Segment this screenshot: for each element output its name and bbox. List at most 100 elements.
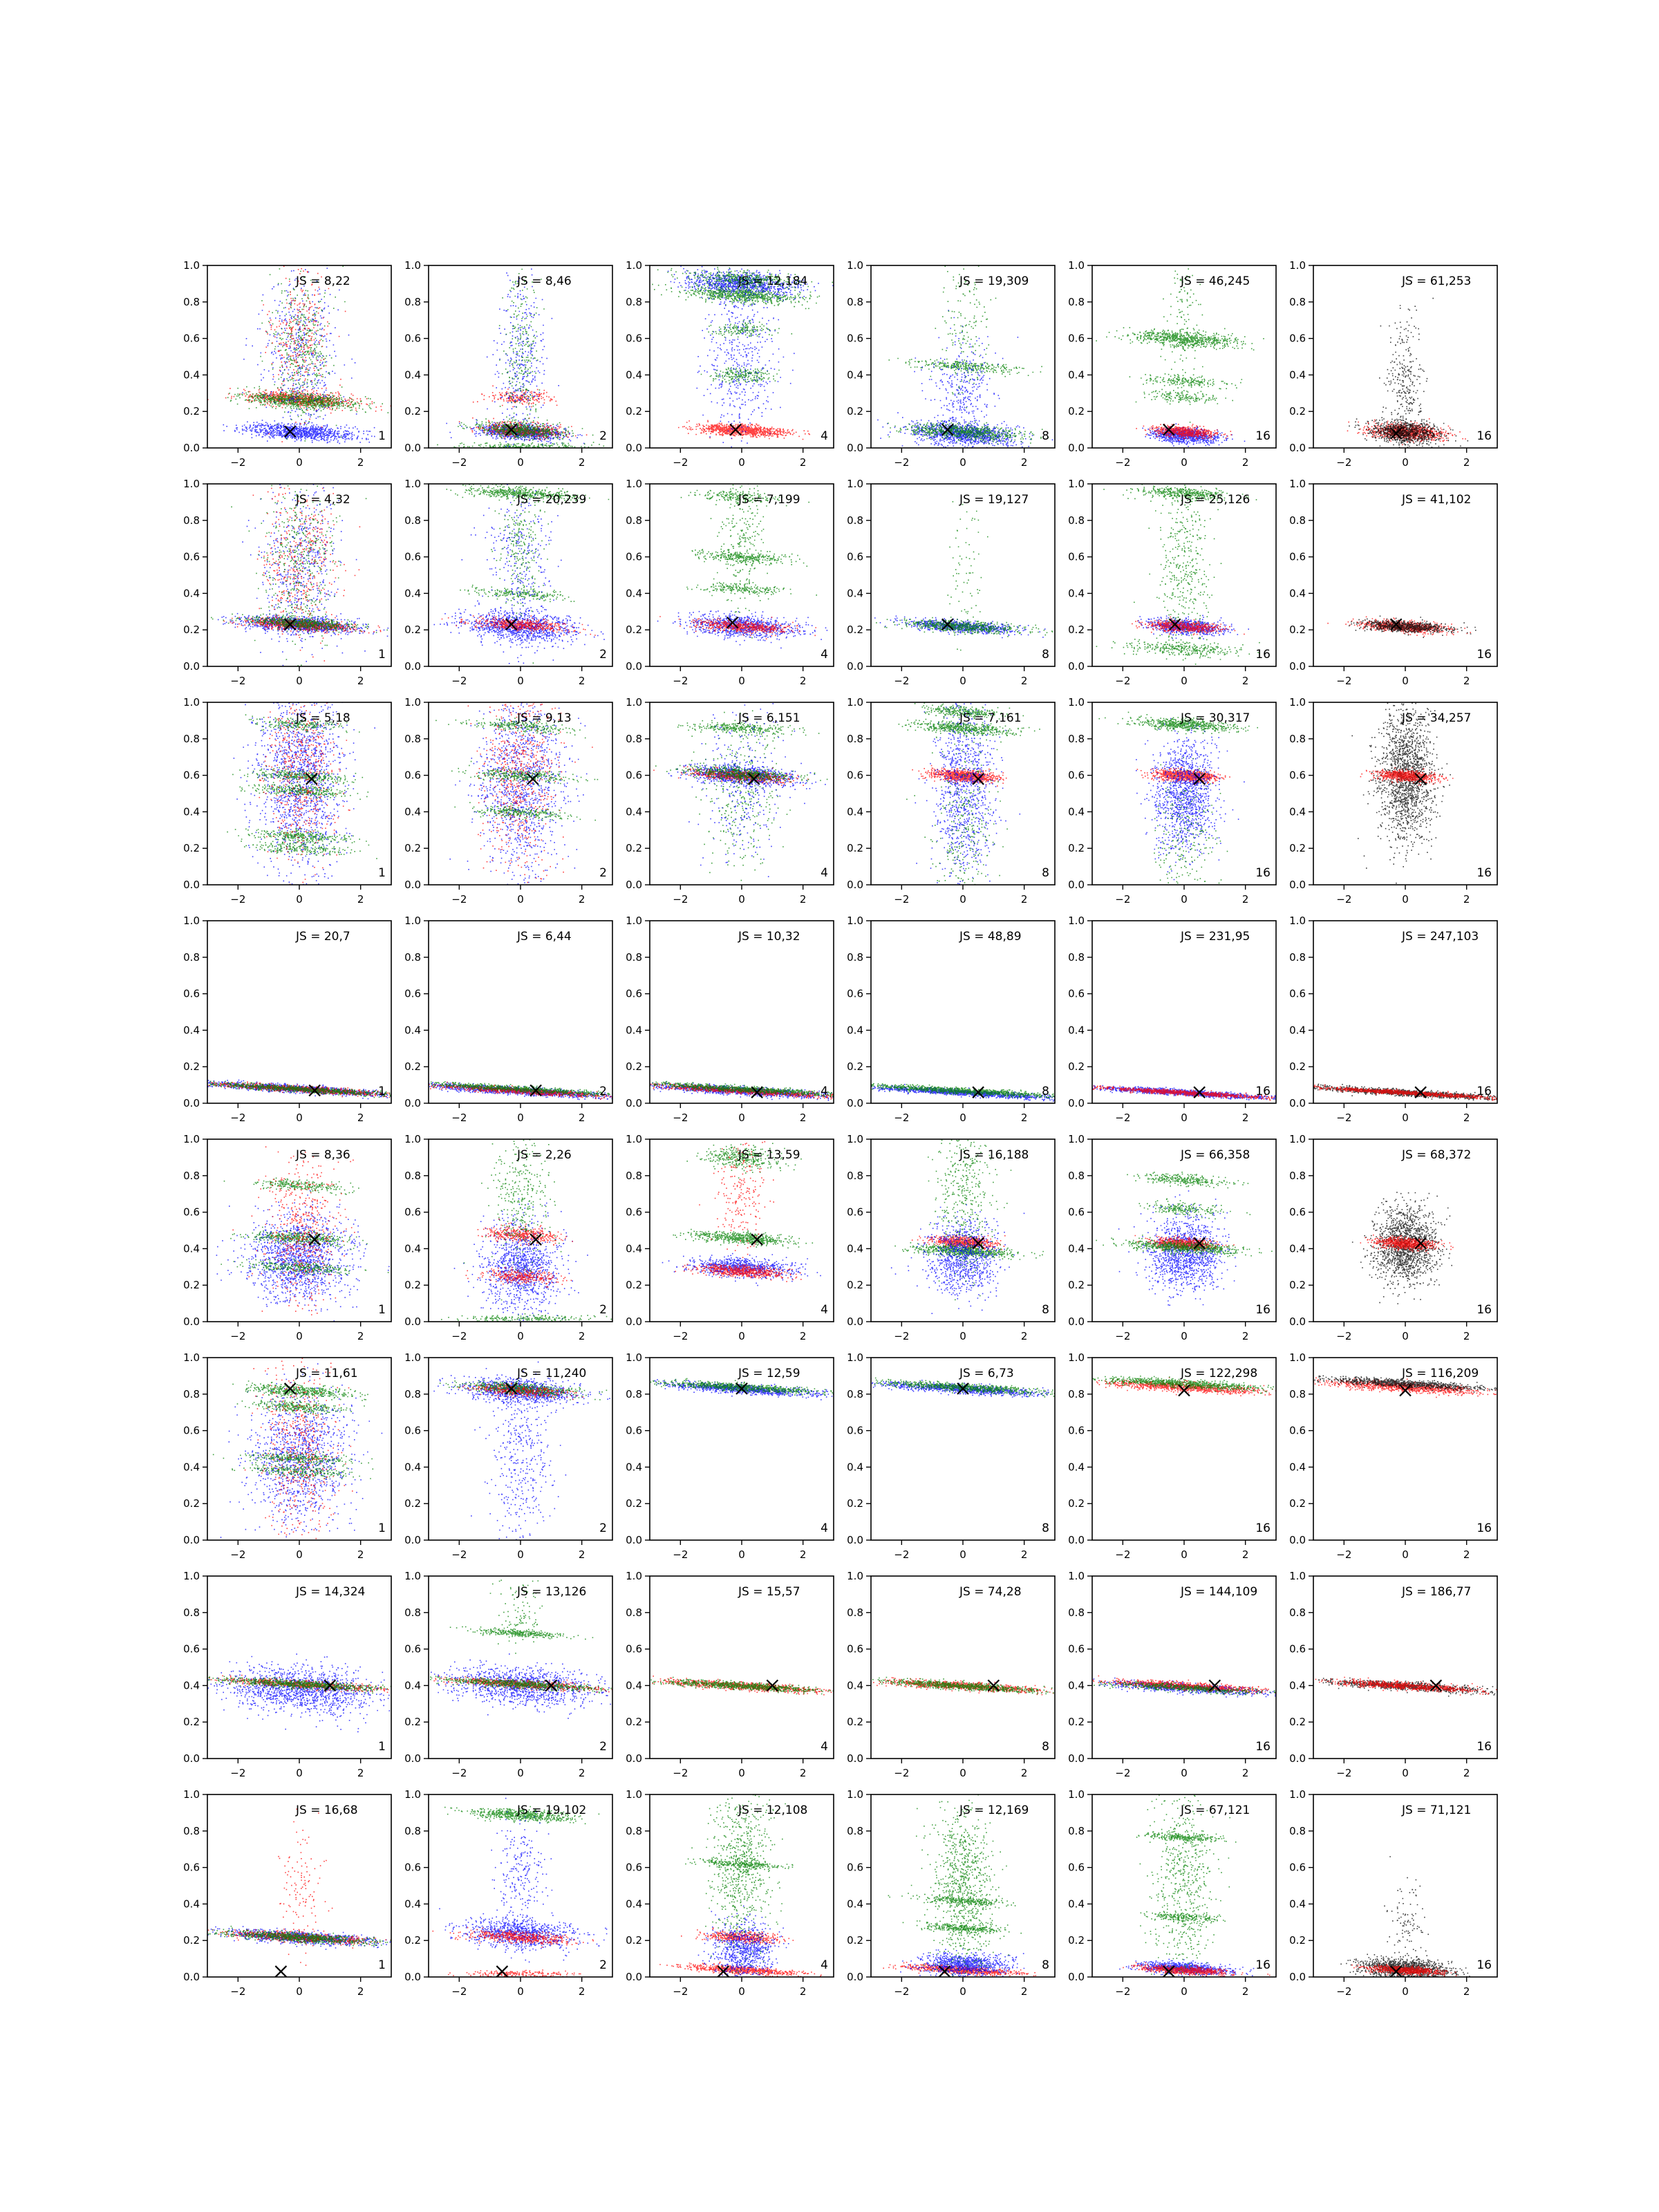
- y-tick-label: 0.0: [183, 1534, 200, 1546]
- y-tick-label: 1.0: [1289, 478, 1306, 490]
- k-annotation: 2: [599, 1740, 607, 1754]
- y-tick-label: 1.0: [1289, 1788, 1306, 1801]
- x-tick-label: −2: [230, 1112, 245, 1124]
- cluster-green: [928, 1100, 1011, 1300]
- y-tick-label: 0.2: [847, 1279, 863, 1291]
- cluster-red: [1123, 1962, 1270, 1977]
- x-tick-label: 0: [1402, 1330, 1409, 1342]
- y-tick-label: 0.8: [626, 733, 642, 745]
- y-tick-label: 0.6: [183, 1862, 200, 1874]
- y-tick-label: 0.0: [183, 1315, 200, 1328]
- y-tick-label: 0.0: [626, 879, 642, 891]
- y-tick-label: 0.4: [183, 805, 200, 818]
- axes-frame: [1092, 702, 1276, 885]
- y-tick-label: 0.0: [1289, 879, 1306, 891]
- y-tick-label: 0.6: [404, 769, 421, 782]
- x-tick-label: 2: [1021, 1330, 1028, 1342]
- subplot-r0-c0: −2 0 20.00.20.40.60.81.0JS = 8,221: [183, 233, 397, 469]
- x-tick-label: 0: [959, 1330, 966, 1342]
- x-tick-label: 0: [1402, 1548, 1409, 1561]
- y-tick-label: 1.0: [404, 1788, 421, 1801]
- y-tick-label: 0.4: [1289, 1461, 1306, 1473]
- k-annotation: 4: [821, 1085, 828, 1098]
- y-tick-label: 0.6: [847, 1643, 863, 1656]
- x-tick-label: −2: [451, 1548, 467, 1561]
- y-tick-label: 0.2: [847, 1060, 863, 1073]
- x-tick-label: 0: [959, 1985, 966, 1998]
- k-annotation: 1: [378, 1085, 386, 1098]
- k-annotation: 2: [599, 1958, 607, 1972]
- x-tick-label: 2: [1021, 1767, 1028, 1779]
- y-tick-label: 0.0: [183, 1752, 200, 1765]
- x-tick-label: 2: [800, 675, 807, 687]
- y-tick-label: 0.4: [183, 1679, 200, 1691]
- subplot-r3-c1: −2 0 20.00.20.40.60.81.0JS = 6,442: [362, 915, 674, 1124]
- x-tick-label: 2: [1242, 1112, 1249, 1124]
- y-tick-label: 0.4: [847, 805, 863, 818]
- x-tick-label: 2: [1242, 675, 1249, 687]
- y-tick-label: 0.6: [626, 551, 642, 563]
- y-tick-label: 0.6: [626, 332, 642, 345]
- x-tick-label: 0: [1181, 1112, 1188, 1124]
- cluster-black: [1349, 616, 1477, 639]
- js-annotation: JS = 20,7: [295, 930, 350, 944]
- x-tick-label: −2: [1336, 675, 1351, 687]
- y-tick-label: 0.4: [1068, 1679, 1085, 1691]
- y-tick-label: 0.0: [183, 660, 200, 673]
- y-tick-label: 0.2: [1068, 1060, 1085, 1073]
- js-annotation: JS = 7,199: [738, 493, 800, 507]
- x-tick-label: −2: [673, 1330, 688, 1342]
- k-annotation: 4: [821, 648, 828, 662]
- y-tick-label: 0.4: [1289, 805, 1306, 818]
- x-tick-label: 0: [296, 1548, 303, 1561]
- y-tick-label: 1.0: [626, 1133, 642, 1145]
- k-annotation: 8: [1042, 648, 1049, 662]
- scatter-dots: [1384, 1856, 1429, 1967]
- y-tick-label: 0.2: [183, 624, 200, 636]
- y-tick-label: 1.0: [404, 696, 421, 709]
- axes-frame: [429, 484, 612, 666]
- js-annotation: JS = 67,121: [1180, 1803, 1250, 1817]
- axes-frame: [650, 921, 834, 1103]
- js-annotation: JS = 66,358: [1180, 1148, 1250, 1162]
- scatter-points: [868, 235, 1062, 474]
- x-tick-label: 0: [517, 893, 524, 906]
- x-tick-label: −2: [894, 675, 909, 687]
- x-tick-label: −2: [451, 456, 467, 469]
- y-tick-label: 0.0: [183, 1097, 200, 1109]
- js-annotation: JS = 41,102: [1401, 493, 1471, 507]
- y-tick-label: 0.0: [626, 442, 642, 454]
- x-tick-label: 2: [1463, 893, 1470, 906]
- scatter-dots: [1096, 637, 1281, 660]
- y-tick-label: 0.8: [1289, 1825, 1306, 1837]
- cluster-green: [701, 367, 780, 384]
- x-tick-label: 0: [959, 893, 966, 906]
- x-tick-label: −2: [1115, 1548, 1130, 1561]
- y-tick-label: 0.0: [404, 660, 421, 673]
- y-tick-label: 1.0: [1289, 1570, 1306, 1582]
- k-annotation: 16: [1255, 1740, 1271, 1754]
- y-tick-label: 0.0: [1068, 442, 1085, 454]
- x-tick-label: 0: [959, 1767, 966, 1779]
- x-tick-label: 0: [1181, 1330, 1188, 1342]
- js-annotation: JS = 8,46: [516, 274, 572, 288]
- y-tick-label: 0.0: [1068, 1971, 1085, 1983]
- y-tick-label: 0.8: [404, 951, 421, 964]
- axes-frame: [1092, 484, 1276, 666]
- x-tick-label: 0: [959, 675, 966, 687]
- scatter-points: [1273, 1677, 1525, 1697]
- y-tick-label: 1.0: [847, 259, 863, 272]
- x-tick-label: −2: [230, 1767, 245, 1779]
- y-tick-label: 0.2: [1289, 842, 1306, 854]
- y-tick-label: 0.8: [626, 514, 642, 527]
- y-tick-label: 0.6: [847, 332, 863, 345]
- k-annotation: 4: [821, 1521, 828, 1535]
- x-tick-label: 0: [517, 1112, 524, 1124]
- cluster-green: [260, 233, 345, 456]
- y-tick-label: 0.2: [404, 624, 421, 636]
- cluster-green: [889, 358, 1042, 377]
- scatter-points: [434, 365, 610, 700]
